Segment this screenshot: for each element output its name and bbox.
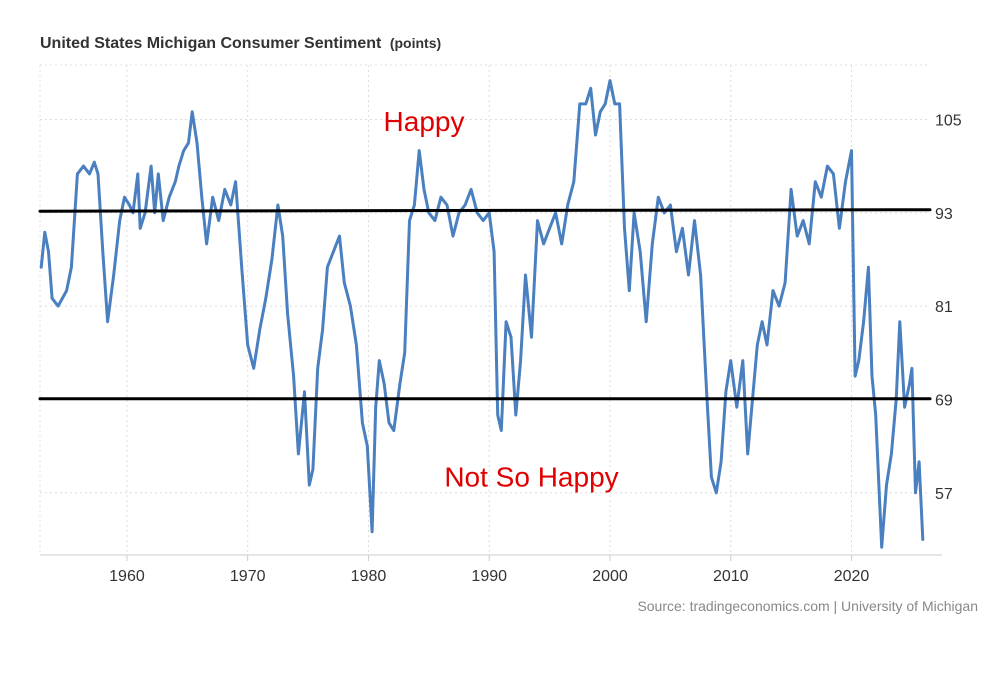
x-tick-label: 2020 xyxy=(834,568,870,585)
axes xyxy=(40,554,942,561)
x-tick-label: 1960 xyxy=(109,568,145,585)
annotation-label: Happy xyxy=(384,106,465,137)
chart-unit: (points) xyxy=(389,35,442,51)
x-tick-label: 1980 xyxy=(351,568,387,585)
gridlines xyxy=(39,64,930,555)
x-tick-label: 1990 xyxy=(471,568,507,585)
y-tick-label: 93 xyxy=(935,206,953,223)
x-tick-label: 2000 xyxy=(592,568,628,585)
annotation-label: Not So Happy xyxy=(444,462,618,493)
source-note: Source: tradingeconomics.com | Universit… xyxy=(637,598,978,614)
chart-title: United States Michigan Consumer Sentimen… xyxy=(40,35,441,53)
y-tick-label: 105 xyxy=(935,112,962,129)
x-tick-label: 1970 xyxy=(230,568,266,585)
y-tick-label: 57 xyxy=(935,486,953,503)
chart-title-text: United States Michigan Consumer Sentimen… xyxy=(40,35,382,52)
sentiment-series-line xyxy=(39,79,925,549)
series-group xyxy=(38,79,932,549)
annotations: Happy Not So Happy xyxy=(384,106,619,492)
x-tick-label: 2010 xyxy=(713,568,749,585)
tick-labels: 105 93 81 69 57 1960 1970 1980 1990 2000 2010 2020 xyxy=(109,112,962,585)
reference-line xyxy=(38,208,932,213)
y-tick-label: 81 xyxy=(935,299,953,316)
y-tick-label: 69 xyxy=(935,392,953,409)
